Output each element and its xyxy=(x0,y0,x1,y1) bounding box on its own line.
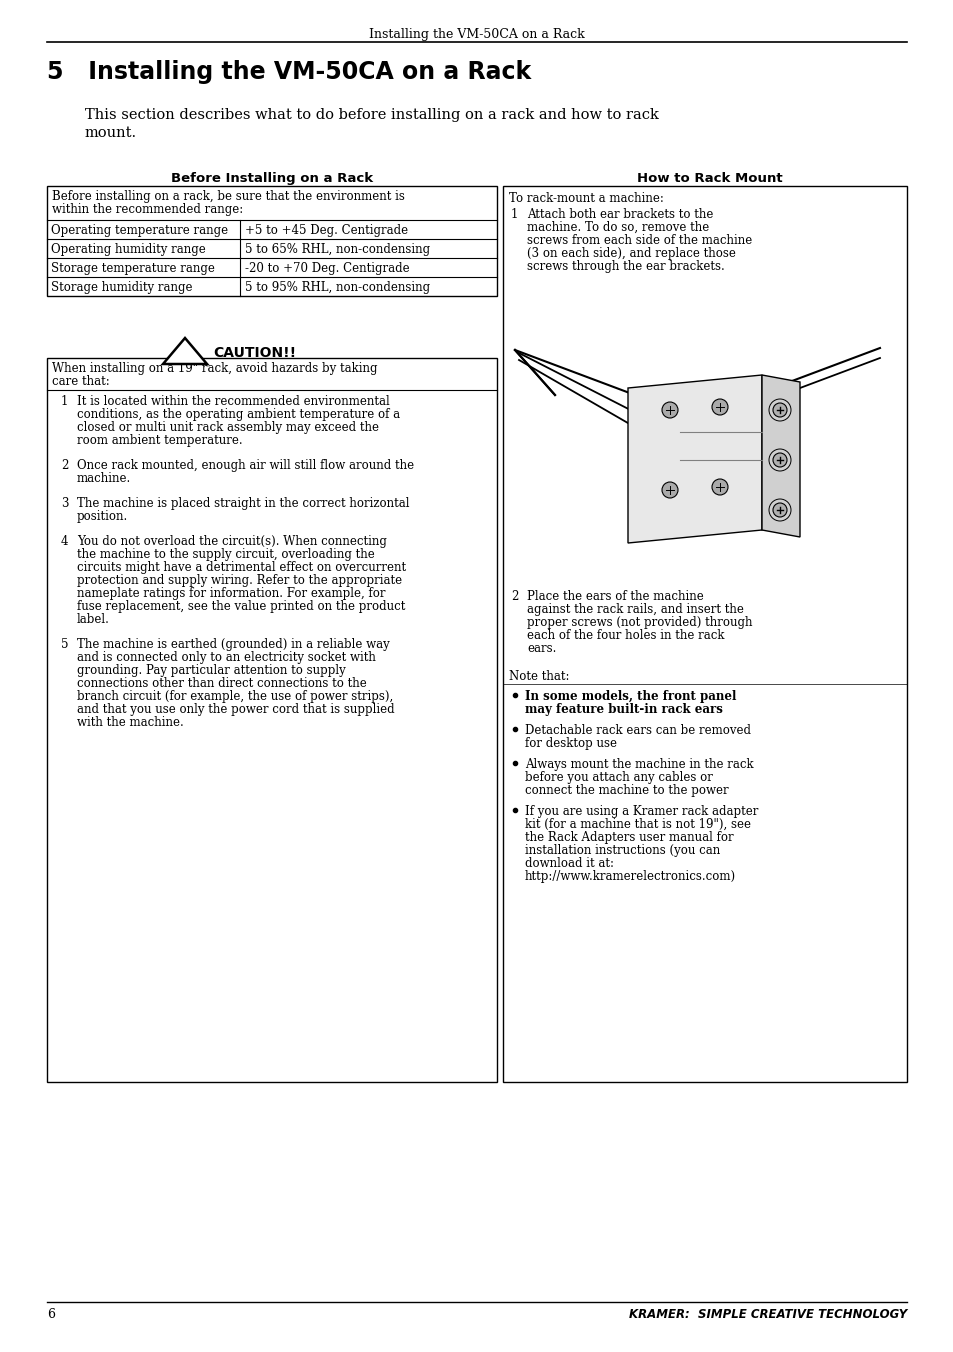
Text: Place the ears of the machine: Place the ears of the machine xyxy=(526,589,703,603)
Text: room ambient temperature.: room ambient temperature. xyxy=(77,434,242,448)
Text: The machine is placed straight in the correct horizontal: The machine is placed straight in the co… xyxy=(77,498,409,510)
Text: You do not overload the circuit(s). When connecting: You do not overload the circuit(s). When… xyxy=(77,535,387,548)
Text: circuits might have a detrimental effect on overcurrent: circuits might have a detrimental effect… xyxy=(77,561,406,575)
Text: If you are using a Kramer rack adapter: If you are using a Kramer rack adapter xyxy=(524,804,758,818)
Circle shape xyxy=(711,399,727,415)
Text: grounding. Pay particular attention to supply: grounding. Pay particular attention to s… xyxy=(77,664,345,677)
Circle shape xyxy=(661,402,678,418)
Text: 2: 2 xyxy=(511,589,517,603)
Text: 2: 2 xyxy=(61,458,69,472)
Text: 5 to 95% RHL, non-condensing: 5 to 95% RHL, non-condensing xyxy=(245,281,430,293)
Text: To rack-mount a machine:: To rack-mount a machine: xyxy=(509,192,663,206)
Circle shape xyxy=(661,483,678,498)
Bar xyxy=(502,187,906,1082)
Text: Attach both ear brackets to the: Attach both ear brackets to the xyxy=(526,208,713,220)
Text: and is connected only to an electricity socket with: and is connected only to an electricity … xyxy=(77,652,375,664)
Text: screws from each side of the machine: screws from each side of the machine xyxy=(526,234,752,247)
Polygon shape xyxy=(163,338,207,364)
Text: screws through the ear brackets.: screws through the ear brackets. xyxy=(526,260,724,273)
Text: 5   Installing the VM-50CA on a Rack: 5 Installing the VM-50CA on a Rack xyxy=(47,59,531,84)
Text: Before Installing on a Rack: Before Installing on a Rack xyxy=(171,172,373,185)
Text: before you attach any cables or: before you attach any cables or xyxy=(524,771,712,784)
Text: label.: label. xyxy=(77,612,110,626)
Text: ears.: ears. xyxy=(526,642,556,654)
Text: for desktop use: for desktop use xyxy=(524,737,617,750)
Text: kit (for a machine that is not 19"), see: kit (for a machine that is not 19"), see xyxy=(524,818,750,831)
Text: !: ! xyxy=(182,347,188,361)
Text: the Rack Adapters user manual for: the Rack Adapters user manual for xyxy=(524,831,733,844)
Polygon shape xyxy=(761,375,800,537)
Text: conditions, as the operating ambient temperature of a: conditions, as the operating ambient tem… xyxy=(77,408,399,420)
Circle shape xyxy=(772,403,786,416)
Text: The machine is earthed (grounded) in a reliable way: The machine is earthed (grounded) in a r… xyxy=(77,638,390,652)
Bar xyxy=(47,187,497,296)
Text: machine.: machine. xyxy=(77,472,132,485)
Text: proper screws (not provided) through: proper screws (not provided) through xyxy=(526,617,752,629)
Text: KRAMER:  SIMPLE CREATIVE TECHNOLOGY: KRAMER: SIMPLE CREATIVE TECHNOLOGY xyxy=(628,1307,906,1321)
Text: against the rack rails, and insert the: against the rack rails, and insert the xyxy=(526,603,743,617)
Text: and that you use only the power cord that is supplied: and that you use only the power cord tha… xyxy=(77,703,395,717)
Text: fuse replacement, see the value printed on the product: fuse replacement, see the value printed … xyxy=(77,600,405,612)
Text: each of the four holes in the rack: each of the four holes in the rack xyxy=(526,629,723,642)
Text: CAUTION!!: CAUTION!! xyxy=(213,346,295,360)
Text: http://www.kramerelectronics.com): http://www.kramerelectronics.com) xyxy=(524,869,736,883)
Text: the machine to the supply circuit, overloading the: the machine to the supply circuit, overl… xyxy=(77,548,375,561)
Text: 1: 1 xyxy=(511,208,517,220)
Text: closed or multi unit rack assembly may exceed the: closed or multi unit rack assembly may e… xyxy=(77,420,378,434)
Text: Note that:: Note that: xyxy=(509,671,569,683)
Text: Storage humidity range: Storage humidity range xyxy=(51,281,193,293)
Text: -20 to +70 Deg. Centigrade: -20 to +70 Deg. Centigrade xyxy=(245,262,409,274)
Circle shape xyxy=(772,503,786,516)
Bar xyxy=(47,358,497,1082)
Text: with the machine.: with the machine. xyxy=(77,717,184,729)
Text: 5: 5 xyxy=(61,638,69,652)
Text: machine. To do so, remove the: machine. To do so, remove the xyxy=(526,220,708,234)
Text: +5 to +45 Deg. Centigrade: +5 to +45 Deg. Centigrade xyxy=(245,224,408,237)
Text: mount.: mount. xyxy=(85,126,137,141)
Text: connect the machine to the power: connect the machine to the power xyxy=(524,784,728,796)
Text: It is located within the recommended environmental: It is located within the recommended env… xyxy=(77,395,390,408)
Text: Before installing on a rack, be sure that the environment is: Before installing on a rack, be sure tha… xyxy=(52,191,404,203)
Text: In some models, the front panel: In some models, the front panel xyxy=(524,690,736,703)
Text: (3 on each side), and replace those: (3 on each side), and replace those xyxy=(526,247,735,260)
Text: How to Rack Mount: How to Rack Mount xyxy=(637,172,782,185)
Text: connections other than direct connections to the: connections other than direct connection… xyxy=(77,677,366,690)
Circle shape xyxy=(772,453,786,466)
Text: 1: 1 xyxy=(61,395,69,408)
Text: download it at:: download it at: xyxy=(524,857,614,869)
Text: 5 to 65% RHL, non-condensing: 5 to 65% RHL, non-condensing xyxy=(245,243,430,256)
Circle shape xyxy=(711,479,727,495)
Text: within the recommended range:: within the recommended range: xyxy=(52,203,243,216)
Text: When installing on a 19" rack, avoid hazards by taking: When installing on a 19" rack, avoid haz… xyxy=(52,362,377,375)
Text: Installing the VM-50CA on a Rack: Installing the VM-50CA on a Rack xyxy=(369,28,584,41)
Polygon shape xyxy=(627,375,761,544)
Text: installation instructions (you can: installation instructions (you can xyxy=(524,844,720,857)
Text: Once rack mounted, enough air will still flow around the: Once rack mounted, enough air will still… xyxy=(77,458,414,472)
Text: This section describes what to do before installing on a rack and how to rack: This section describes what to do before… xyxy=(85,108,659,122)
Text: Operating temperature range: Operating temperature range xyxy=(51,224,228,237)
Text: Detachable rack ears can be removed: Detachable rack ears can be removed xyxy=(524,725,750,737)
Text: Always mount the machine in the rack: Always mount the machine in the rack xyxy=(524,758,753,771)
Text: care that:: care that: xyxy=(52,375,110,388)
Text: position.: position. xyxy=(77,510,128,523)
Text: branch circuit (for example, the use of power strips),: branch circuit (for example, the use of … xyxy=(77,690,393,703)
Text: 6: 6 xyxy=(47,1307,55,1321)
Text: nameplate ratings for information. For example, for: nameplate ratings for information. For e… xyxy=(77,587,385,600)
Text: protection and supply wiring. Refer to the appropriate: protection and supply wiring. Refer to t… xyxy=(77,575,402,587)
Text: Storage temperature range: Storage temperature range xyxy=(51,262,214,274)
Text: Operating humidity range: Operating humidity range xyxy=(51,243,206,256)
Text: 3: 3 xyxy=(61,498,69,510)
Text: may feature built-in rack ears: may feature built-in rack ears xyxy=(524,703,722,717)
Text: 4: 4 xyxy=(61,535,69,548)
